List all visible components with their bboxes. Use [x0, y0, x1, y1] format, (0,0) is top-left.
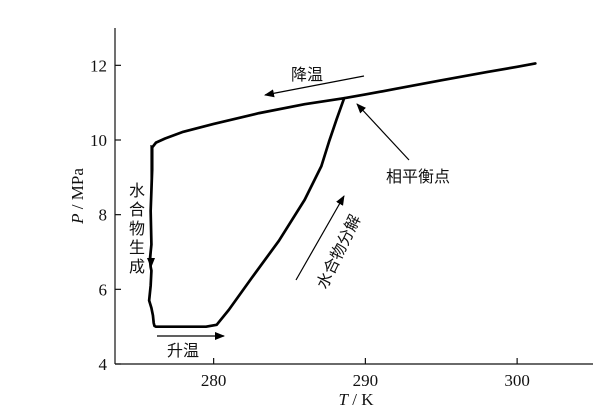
x-tick-label-290: 290 [353, 371, 379, 390]
series-line-0 [147, 62, 537, 329]
heating-label: 升温 [167, 341, 199, 360]
y-tick-label-12: 12 [90, 56, 107, 75]
x-ticks: 280 290 300 [201, 358, 530, 390]
x-axis-unit: / K [348, 390, 374, 409]
hydrate-formation-char-2: 合 [129, 200, 145, 219]
hydrate-decomposition-label: 水合物分解 [313, 212, 365, 292]
hydrate-formation-char-1: 水 [129, 181, 145, 200]
y-tick-label-4: 4 [99, 355, 108, 374]
hydrate-formation-label: 水 合 物 生 成 [129, 181, 145, 276]
cooling-arrow [264, 75, 365, 98]
y-axis-variable: P [68, 213, 87, 224]
cooling-label: 降温 [291, 65, 323, 84]
equilibrium-arrow [356, 103, 410, 161]
hydrate-formation-char-5: 成 [129, 257, 145, 276]
equilibrium-point-label: 相平衡点 [386, 167, 450, 186]
hydrate-formation-char-3: 物 [129, 219, 145, 238]
x-axis-variable: T [339, 390, 350, 409]
x-tick-label-280: 280 [201, 371, 227, 390]
y-tick-label-8: 8 [99, 206, 108, 225]
y-axis-label: P / MPa [68, 168, 87, 225]
y-ticks: 4 6 8 10 12 [90, 56, 121, 374]
hydrate-decomposition-arrow [295, 195, 345, 281]
y-tick-label-6: 6 [99, 280, 108, 299]
x-tick-label-300: 300 [504, 371, 530, 390]
y-axis-unit: / MPa [68, 168, 87, 214]
y-tick-label-10: 10 [90, 131, 107, 150]
hydrate-formation-char-4: 生 [129, 238, 145, 257]
axes: 280 290 300 4 6 8 10 12 [90, 28, 593, 390]
x-axis-label: T / K [339, 390, 375, 409]
annotation-layer: 降温 相平衡点 水 合 物 生 成 水合物分解 升温 [129, 65, 450, 360]
series-layer [147, 62, 537, 329]
